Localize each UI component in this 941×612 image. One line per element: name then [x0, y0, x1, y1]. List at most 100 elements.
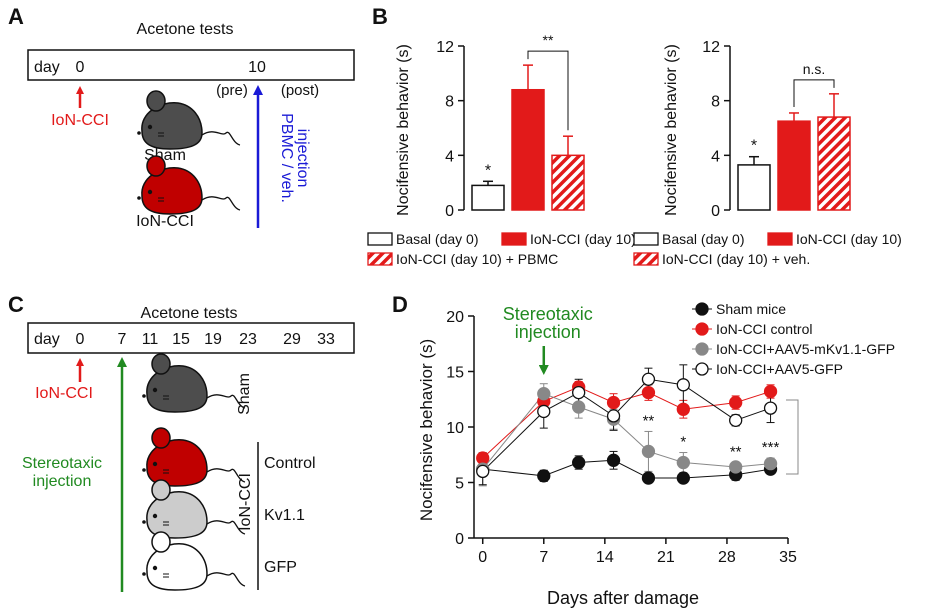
panel-a-day0: 0 [76, 59, 85, 76]
line-x-tick-label: 21 [657, 549, 675, 566]
legend-label: Basal (day 0) [396, 231, 478, 247]
series-point-red [606, 395, 621, 410]
panel-c-sham-label: Sham [236, 373, 253, 415]
series-point-white [763, 401, 778, 415]
series-line-black [482, 459, 771, 479]
series-point-red [763, 384, 778, 399]
sham-mouse-icon [136, 90, 241, 150]
panel-a-mouse-ion-label: IoN-CCI [136, 213, 194, 230]
line-y-tick-label: 0 [455, 531, 464, 548]
stereotaxic-annotation-line1: Stereotaxic [503, 304, 593, 324]
series-point-gray [763, 456, 778, 471]
series-point-gray [729, 460, 743, 474]
series-point-white [606, 409, 621, 423]
panel-a-title: Acetone tests [137, 21, 234, 38]
panel-b-label: B [372, 4, 388, 29]
bar-significance-star: * [751, 138, 757, 155]
series-point-black [641, 471, 656, 485]
panel-c-day-23: 23 [239, 331, 257, 348]
panel-c-gfp-label: GFP [264, 559, 297, 576]
bar-1 [471, 184, 505, 211]
legend-label: IoN-CCI (day 10) + PBMC [396, 251, 558, 267]
legend-label: IoN-CCI (day 10) [530, 231, 636, 247]
bar-chart-basal-veh: 0 4 8 12 Nocifensive behavior (s) * n.s. [663, 39, 851, 220]
panel-a-label: A [8, 4, 24, 29]
line-x-tick-label: 35 [779, 549, 797, 566]
bar-comparison-bracket [793, 79, 835, 107]
series-point-red [729, 395, 743, 410]
series-point-gray [676, 455, 690, 470]
panel-c-day-11: 11 [142, 331, 159, 348]
bar-2 [777, 120, 811, 211]
legend-swatch [367, 252, 393, 266]
line-x-tick-label: 7 [539, 549, 548, 566]
legend-marker-black [695, 302, 709, 316]
series-point-white [476, 464, 490, 479]
panel-c-kv-label: Kv1.1 [264, 507, 305, 524]
kv11-mouse-icon [141, 479, 246, 539]
significance-label: ** [643, 412, 655, 429]
line-y-tick-label: 15 [446, 365, 464, 382]
legend-swatch [501, 232, 527, 246]
series-point-gray [572, 400, 586, 414]
panel-c-timeline-box [27, 322, 355, 354]
series-point-red [476, 451, 490, 465]
panel-c: C Acetone tests day 0 7 11 15 19 23 29 33 IoN-C… [8, 292, 355, 592]
line-x-tick-label: 28 [718, 549, 736, 566]
significance-label: *** [762, 439, 780, 456]
series-point-black [676, 471, 690, 485]
series-point-red [641, 385, 656, 400]
series-line-red [482, 386, 771, 459]
ion-cci-mouse-icon [136, 155, 241, 215]
panel-a-injection-line2: injection [294, 129, 311, 188]
series-line-white [482, 378, 771, 472]
bar-1 [737, 164, 771, 211]
group-comparison-bracket [786, 399, 799, 475]
panel-c-day-0: 0 [76, 331, 85, 348]
legend-marker-red [695, 322, 709, 336]
bar-y-tick-label: 4 [445, 148, 454, 165]
line-x-tick-label: 0 [478, 549, 487, 566]
panel-c-day-label: day [34, 331, 60, 348]
legend-label: IoN-CCI+AAV5-mKv1.1-GFP [716, 341, 895, 357]
legend-swatch [367, 232, 393, 246]
line-x-axis-title: Days after damage [547, 588, 699, 608]
panel-d: D 0 5 10 15 20 0 7 14 21 28 35 Days after damage Noc… [392, 292, 895, 608]
panel-d-label: D [392, 292, 408, 317]
panel-a-timeline-box [27, 49, 355, 81]
bar-legends: Basal (day 0) IoN-CCI (day 10) IoN-CCI (da… [367, 231, 902, 267]
bar-comparison-label: n.s. [803, 61, 826, 77]
line-chart-time-course: 0 5 10 15 20 0 7 14 21 28 35 Days after damage Nocif… [417, 301, 895, 608]
panel-c-day-29: 29 [283, 331, 301, 348]
bar-y-axis-title: Nocifensive behavior (s) [395, 44, 412, 216]
panel-c-title: Acetone tests [141, 305, 238, 322]
control-mouse-icon [141, 427, 246, 487]
panel-c-day-7: 7 [118, 331, 127, 348]
bar-3 [551, 154, 585, 211]
line-x-tick-label: 14 [596, 549, 614, 566]
series-point-gray [537, 387, 551, 401]
line-y-axis-title: Nocifensive behavior (s) [417, 339, 436, 521]
series-point-white [729, 413, 743, 427]
panel-a-day10: 10 [248, 59, 266, 76]
series-point-black [537, 469, 551, 483]
series-point-black [572, 455, 586, 470]
series-point-white [572, 385, 586, 400]
legend-label: IoN-CCI control [716, 321, 812, 337]
legend-label: Sham mice [716, 301, 786, 317]
panel-c-day-33: 33 [317, 331, 335, 348]
sham-mouse-icon [141, 353, 246, 413]
significance-label: ** [730, 444, 742, 461]
panel-c-label: C [8, 292, 24, 317]
panel-c-days: 0 7 11 15 19 23 29 33 [76, 331, 335, 348]
panel-a-post-label: (post) [281, 82, 319, 99]
line-y-tick-label: 10 [446, 420, 464, 437]
line-y-tick-label: 5 [455, 476, 464, 493]
legend-label: Basal (day 0) [662, 231, 744, 247]
series-point-red [676, 402, 690, 416]
legend-marker-white [695, 362, 709, 376]
panel-c-day-15: 15 [172, 331, 190, 348]
significance-label: * [680, 434, 686, 451]
bar-2 [511, 88, 545, 211]
